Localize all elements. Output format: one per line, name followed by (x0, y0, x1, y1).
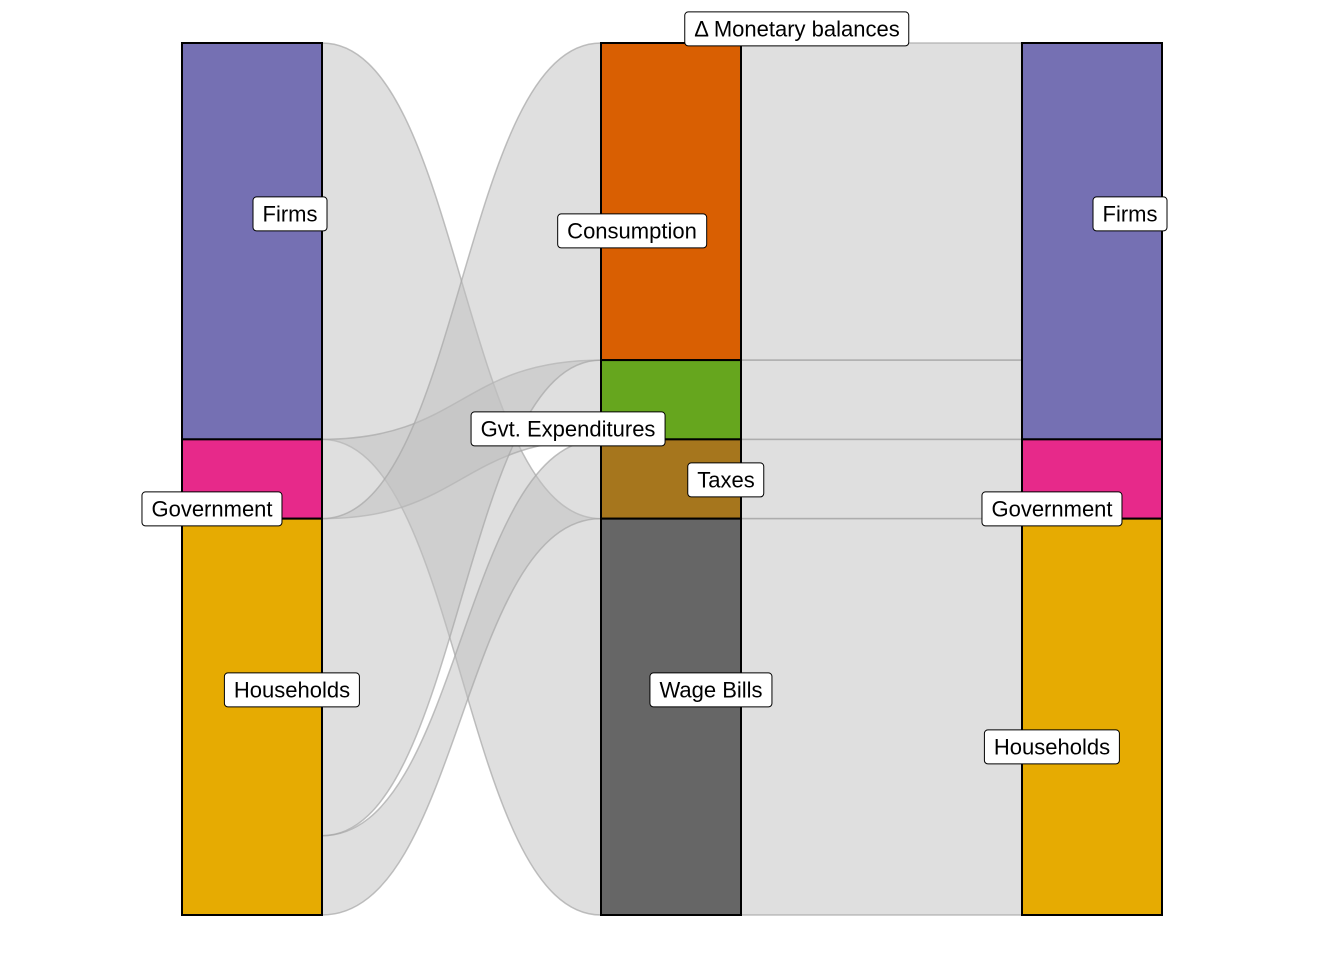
flow-wage-to-hh-2 (740, 517, 1023, 916)
node-consumption-stage-2 (600, 42, 742, 362)
flow-cons-to-firms-2 (740, 42, 1023, 361)
flow-tax-to-gov-2 (740, 438, 1023, 520)
node-households-stage-1 (181, 517, 323, 916)
flow-links (321, 42, 1023, 916)
node-households-stage-3 (1021, 517, 1163, 916)
node-firms-stage-1 (181, 42, 323, 441)
node-firms-stage-3 (1021, 42, 1163, 441)
flow-gexp-to-firms-2 (740, 359, 1023, 441)
node-government-stage-3 (1021, 438, 1163, 520)
node-taxes-stage-2 (600, 438, 742, 520)
node-wage-bills-stage-2 (600, 517, 742, 916)
node-gvt-expenditures-stage-2 (600, 359, 742, 441)
stage-nodes (181, 42, 1163, 916)
node-government-stage-1 (181, 438, 323, 520)
